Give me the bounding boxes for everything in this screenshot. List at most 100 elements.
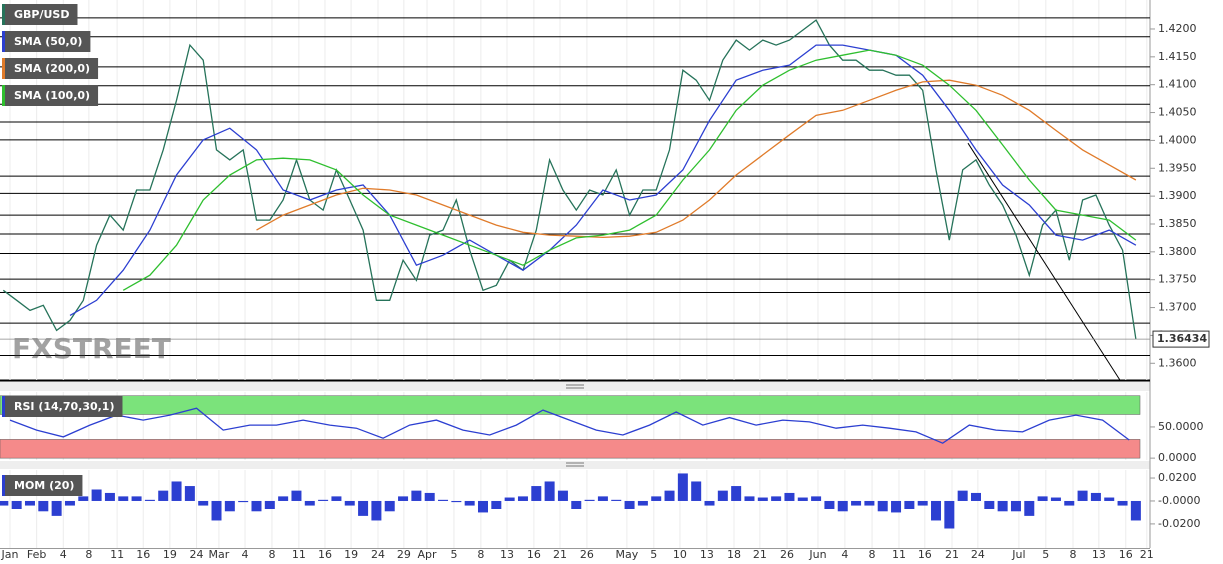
band (0, 395, 1141, 415)
bar (11, 500, 22, 509)
bar (51, 500, 62, 516)
x-tick-label: 8 (1069, 548, 1076, 561)
bar (637, 500, 648, 506)
bar (1010, 500, 1021, 512)
legend-box (2, 31, 91, 52)
y-tick-label: 1.3800 (1158, 245, 1197, 258)
bar (664, 490, 675, 501)
bar (531, 486, 542, 501)
bar (504, 497, 515, 501)
x-tick-label: 16 (1119, 548, 1133, 561)
x-tick-label: 19 (163, 548, 177, 561)
y-tick-label: 1.3600 (1158, 356, 1197, 369)
legend-swatch (2, 31, 5, 52)
legend-swatch (2, 4, 5, 25)
bar (611, 499, 622, 501)
watermark: FXSTREET (12, 332, 171, 365)
last-price-label: 1.36434 (1157, 332, 1207, 345)
bar (278, 496, 289, 501)
x-tick-label: 21 (553, 548, 567, 561)
x-tick-label: May (616, 548, 639, 561)
bar (704, 500, 715, 506)
x-tick-label: Apr (418, 548, 438, 561)
bar (38, 500, 49, 512)
legend-label: SMA (100,0) (14, 89, 90, 102)
x-tick-label: 19 (344, 548, 358, 561)
bar (904, 500, 915, 509)
bar (184, 486, 195, 501)
x-tick-label: 13 (700, 548, 714, 561)
x-tick-label: 5 (650, 548, 657, 561)
x-tick-label: 16 (136, 548, 150, 561)
legend-swatch (2, 85, 5, 106)
y-tick-label: 50.0000 (1158, 420, 1204, 433)
y-tick-label: 1.4050 (1158, 106, 1197, 119)
x-tick-label: Mar (209, 548, 230, 561)
bar (171, 481, 182, 501)
y-tick-label: 1.3700 (1158, 301, 1197, 314)
bar (877, 500, 888, 512)
y-tick-label: 1.3750 (1158, 273, 1197, 286)
bar (104, 492, 115, 501)
x-tick-label: Jun (808, 548, 826, 561)
legend-box (2, 85, 99, 106)
bar (717, 490, 728, 501)
bar (477, 500, 488, 513)
x-tick-label: 16 (318, 548, 332, 561)
bar (824, 500, 835, 509)
bar (464, 500, 475, 506)
bar (851, 500, 862, 506)
bar (304, 500, 315, 506)
bar (797, 497, 808, 501)
x-tick-label: 24 (971, 548, 985, 561)
bar (331, 496, 342, 501)
y-tick-label: 1.3900 (1158, 189, 1197, 202)
band (0, 439, 1141, 459)
bar (970, 492, 981, 501)
y-tick-label: 0.0000 (1158, 451, 1197, 464)
bar (144, 499, 155, 501)
series-line (122, 49, 1137, 291)
bar (957, 490, 968, 501)
x-tick-label: 8 (268, 548, 275, 561)
bar (264, 500, 275, 509)
x-tick-label: 4 (242, 548, 249, 561)
y-tick-label: -0.0200 (1158, 517, 1200, 530)
bar (398, 496, 409, 501)
bar (131, 496, 142, 501)
legend-swatch (2, 475, 5, 496)
x-tick-label: Jul (1011, 548, 1025, 561)
x-tick-label: 4 (60, 548, 67, 561)
bar (571, 500, 582, 509)
bar (24, 500, 35, 506)
x-tick-label: 21 (945, 548, 959, 561)
bar (91, 489, 102, 501)
bar (371, 500, 382, 521)
bar (1024, 500, 1035, 516)
bar (384, 500, 395, 512)
x-tick-label: 5 (1042, 548, 1049, 561)
bar (997, 500, 1008, 512)
x-tick-label: 13 (500, 548, 514, 561)
bar (557, 490, 568, 501)
x-tick-label: 11 (892, 548, 906, 561)
bar (984, 500, 995, 509)
bar (624, 500, 635, 509)
bar (64, 500, 75, 506)
bar (544, 481, 555, 501)
bar (1104, 497, 1115, 501)
bar (318, 499, 329, 501)
bar (744, 496, 755, 501)
bar (1064, 500, 1075, 506)
x-tick-label: 13 (1092, 548, 1106, 561)
bar (1090, 492, 1101, 501)
bar (944, 500, 955, 529)
x-tick-label: 11 (292, 548, 306, 561)
bar (677, 473, 688, 501)
bar (1117, 500, 1128, 506)
bar (931, 500, 942, 521)
bar (811, 496, 822, 501)
bar (424, 492, 435, 501)
series-line (256, 79, 1137, 239)
